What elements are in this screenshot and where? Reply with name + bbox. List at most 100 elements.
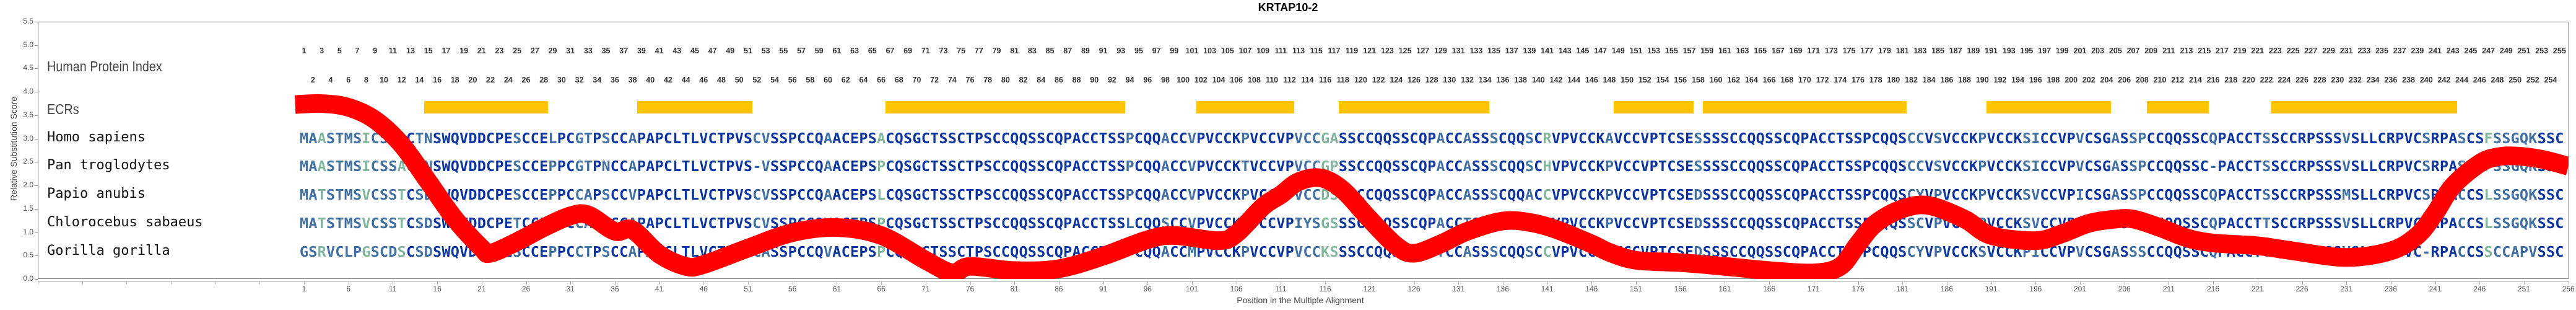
residue: K	[1596, 130, 1605, 147]
residue: C	[663, 157, 672, 175]
residue: V	[1614, 130, 1623, 147]
residue: K	[1232, 243, 1241, 260]
x-tick-mark	[170, 281, 172, 285]
residue: P	[557, 157, 566, 175]
protein-index-number: 198	[2047, 76, 2060, 84]
residue: T	[335, 215, 344, 232]
residue: S	[2271, 215, 2280, 232]
residue: C	[2289, 215, 2298, 232]
residue: P	[1978, 186, 1987, 203]
residue: C	[2555, 130, 2564, 147]
y-tick-mark	[35, 115, 38, 116]
x-tick-label: 51	[744, 285, 752, 293]
residue: C	[1365, 243, 1374, 260]
residue: Q	[1418, 215, 1427, 232]
residue: S	[2537, 130, 2546, 147]
residue: V	[1925, 243, 1934, 260]
residue: V	[1205, 130, 1214, 147]
residue: S	[743, 130, 753, 147]
residue: S	[1933, 157, 1943, 175]
residue: C	[1667, 130, 1676, 147]
residue: S	[2475, 243, 2484, 260]
residue: V	[734, 186, 744, 203]
ecr-region	[886, 101, 1126, 113]
residue: S	[1338, 130, 1347, 147]
residue: C	[1409, 186, 1419, 203]
residue: C	[796, 157, 806, 175]
protein-index-number: 50	[734, 76, 744, 84]
protein-index-number: 201	[2073, 46, 2087, 55]
residue: P	[2138, 157, 2147, 175]
residue: S	[2022, 186, 2032, 203]
residue: P	[877, 157, 886, 175]
residue: P	[1063, 130, 1073, 147]
residue: C	[806, 243, 815, 260]
residue: C	[1827, 186, 1836, 203]
residue: D	[477, 157, 486, 175]
protein-index-number: 51	[744, 46, 752, 55]
protein-index-number: 39	[637, 46, 646, 55]
residue: R	[2386, 130, 2395, 147]
protein-index-number: 76	[965, 76, 975, 84]
protein-index-number: 78	[983, 76, 993, 84]
residue: V	[1250, 157, 1259, 175]
residue: G	[2510, 186, 2520, 203]
residue: C	[370, 215, 380, 232]
residue: S	[1116, 215, 1126, 232]
x-tick-mark	[1414, 281, 1415, 285]
residue: Q	[2164, 243, 2174, 260]
residue: D	[1694, 215, 1703, 232]
residue: Y	[1303, 215, 1312, 232]
protein-index-number: 199	[2055, 46, 2069, 55]
residue: S	[1027, 243, 1037, 260]
protein-index-number: 65	[868, 46, 877, 55]
residue: T	[930, 130, 939, 147]
protein-index-number: 227	[2304, 46, 2318, 55]
residue: P	[2439, 243, 2448, 260]
residue: T	[1658, 215, 1668, 232]
residue: S	[1720, 130, 1730, 147]
protein-index-number: 66	[877, 76, 886, 84]
protein-index-number: 26	[521, 76, 531, 84]
residue: Q	[2519, 215, 2529, 232]
residue: C	[2289, 186, 2298, 203]
residue: T	[681, 157, 690, 175]
residue: C	[708, 186, 717, 203]
residue: C	[2004, 157, 2014, 175]
residue: C	[521, 157, 531, 175]
residue: C	[1534, 243, 1543, 260]
ecr-region	[1986, 101, 2112, 113]
protein-index-number: 43	[672, 46, 682, 55]
x-tick-label: 236	[2384, 285, 2397, 293]
residue: A	[1525, 186, 1534, 203]
residue: L	[690, 243, 700, 260]
residue: S	[2262, 157, 2271, 175]
protein-index-number: 71	[921, 46, 930, 55]
residue: A	[877, 130, 886, 147]
residue: C	[2200, 130, 2209, 147]
protein-index-number: 211	[2162, 46, 2175, 55]
residue: A	[1809, 157, 1818, 175]
residue: P	[1800, 186, 1809, 203]
residue: C	[1409, 157, 1419, 175]
residue: V	[1205, 157, 1214, 175]
protein-index-number: 38	[628, 76, 637, 84]
residue: S	[1401, 215, 1410, 232]
residue: A	[1072, 186, 1081, 203]
residue: V	[1294, 157, 1303, 175]
residue: P	[1063, 157, 1073, 175]
residue: S	[1702, 130, 1712, 147]
residue: P	[726, 215, 735, 232]
residue: S	[2182, 130, 2191, 147]
x-tick-label: 211	[2162, 285, 2175, 293]
residue: S	[1391, 130, 1401, 147]
residue: Q	[1019, 243, 1028, 260]
protein-index-number: 58	[806, 76, 815, 84]
residue: S	[1907, 215, 1916, 232]
species-label: Chlorocebus sabaeus	[47, 215, 203, 230]
residue: A	[2510, 243, 2520, 260]
residue: Q	[450, 157, 459, 175]
protein-index-number: 40	[646, 76, 655, 84]
residue: C	[1090, 186, 1099, 203]
protein-index-number: 238	[2402, 76, 2415, 84]
